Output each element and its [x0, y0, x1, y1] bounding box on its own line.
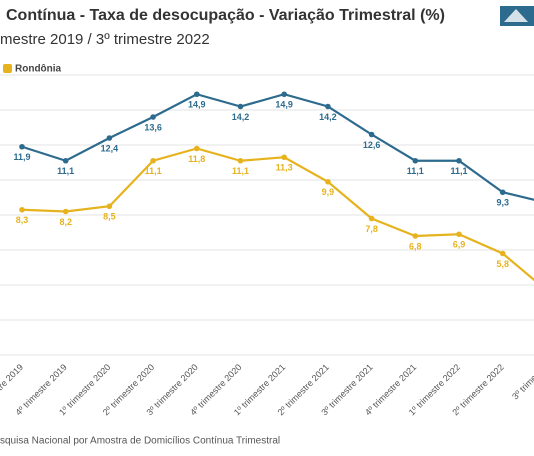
point [368, 215, 375, 222]
point [237, 157, 244, 164]
data-label: 11,1 [57, 166, 74, 176]
data-label: 14,9 [188, 100, 206, 110]
data-label: 6,9 [453, 240, 466, 250]
data-label: 14,9 [275, 100, 293, 110]
point [194, 91, 200, 98]
data-label: 9,3 [496, 198, 509, 208]
point [106, 135, 113, 141]
data-label: 11,1 [450, 166, 467, 176]
legend-label: Rondônia [15, 64, 62, 75]
data-label: 14,2 [232, 112, 250, 122]
point [325, 103, 331, 110]
data-label: 13,6 [144, 122, 162, 132]
x-tick-label: 3º trimestre [510, 362, 534, 401]
data-label: 8,3 [16, 215, 29, 225]
data-label: 5,8 [496, 259, 509, 269]
data-label: 12,6 [363, 140, 381, 150]
data-label: 11,8 [188, 154, 205, 164]
point [106, 203, 113, 210]
data-label: 7,8 [365, 224, 378, 234]
point [325, 178, 331, 185]
point [412, 233, 419, 239]
point [499, 250, 506, 257]
point [456, 231, 462, 238]
point [281, 154, 288, 161]
point [62, 157, 69, 164]
logo [500, 6, 534, 26]
source: squisa Nacional por Amostra de Domicílio… [0, 436, 280, 447]
data-label: 14,2 [319, 112, 337, 122]
data-label: 11,3 [276, 163, 293, 173]
point [19, 143, 25, 150]
line [21, 93, 534, 201]
point [194, 145, 200, 152]
point [281, 91, 288, 98]
data-label: 11,1 [232, 166, 249, 176]
point [19, 206, 25, 213]
point [150, 157, 156, 164]
data-label: 11,1 [407, 166, 424, 176]
data-label: 12,4 [101, 143, 119, 153]
point [368, 131, 375, 138]
data-label: 6,8 [409, 241, 422, 251]
point [499, 189, 506, 196]
point [150, 114, 156, 120]
data-label: 8,2 [59, 217, 72, 227]
legend-swatch [3, 64, 12, 73]
point [456, 157, 462, 164]
point [62, 208, 69, 215]
chart-title: Contínua - Taxa de desocupação - Variaçã… [6, 7, 445, 24]
chart-subtitle: mestre 2019 / 3º trimestre 2022 [0, 31, 210, 48]
point [237, 103, 244, 110]
data-label: 9,9 [322, 187, 335, 197]
data-label: 8,5 [103, 212, 116, 222]
data-label: 11,1 [145, 166, 162, 176]
point [412, 157, 419, 164]
data-label: 11,9 [13, 152, 30, 162]
